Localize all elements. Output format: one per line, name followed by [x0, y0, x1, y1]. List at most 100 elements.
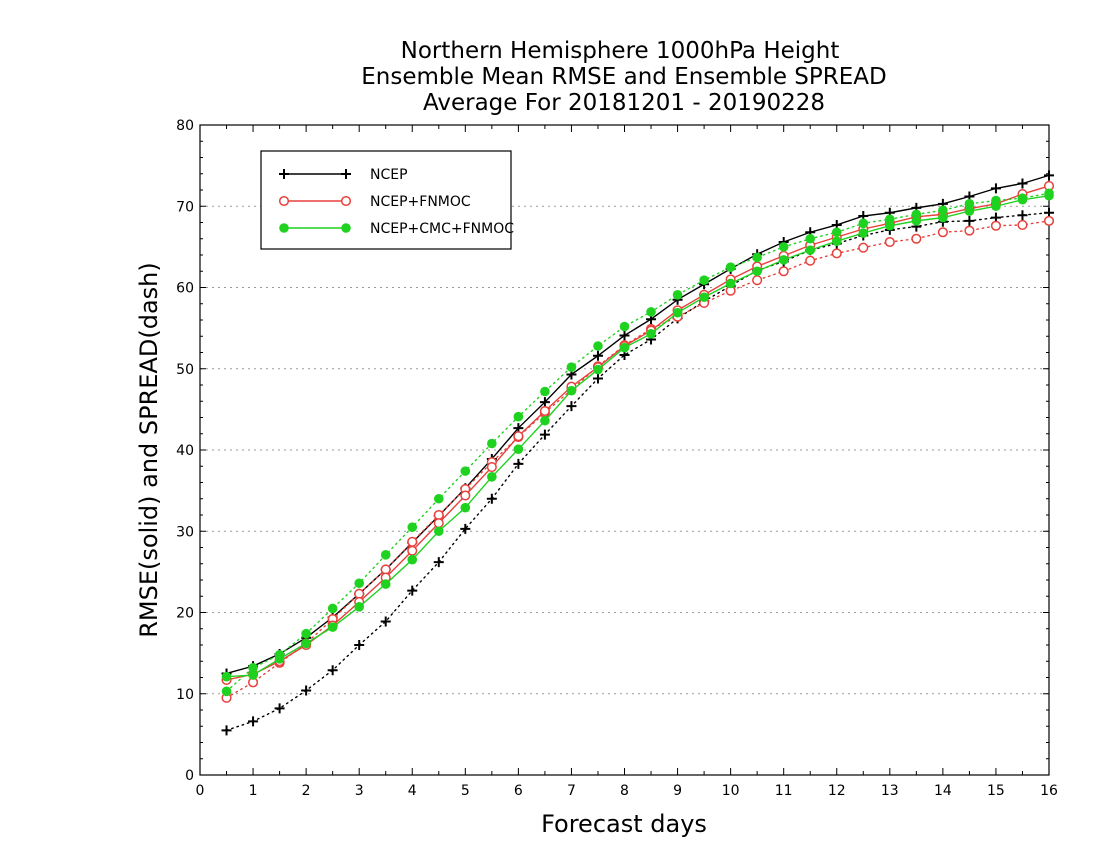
spread-point — [964, 225, 975, 236]
spread-point — [725, 262, 736, 272]
spread-line-ncep-cmc-fnmoc — [225, 192, 1050, 693]
x-tick-label: 4 — [408, 783, 417, 799]
rmse-point — [592, 350, 603, 361]
legend-box — [260, 150, 512, 250]
rmse-point — [327, 622, 338, 632]
spread-point — [460, 466, 471, 476]
legend-label-ncep-fnmoc: NCEP+FNMOC — [370, 194, 471, 210]
rmse-point — [911, 216, 922, 226]
rmse-point — [460, 502, 471, 513]
spread-line-ncep-fnmoc — [225, 220, 1050, 699]
rmse-point — [513, 444, 524, 454]
spread-point — [380, 616, 391, 627]
rmse-point — [433, 518, 444, 529]
spread-point — [699, 275, 709, 285]
spread-point — [380, 564, 391, 575]
spread-point — [221, 686, 232, 697]
rmse-point — [699, 292, 709, 303]
spread-point — [672, 290, 683, 300]
spread-point — [805, 255, 816, 266]
y-tick-label: 30 — [176, 524, 194, 540]
spread-point — [407, 585, 418, 596]
chart-title-line-3: Average For 20181201 - 20190228 — [423, 90, 825, 116]
rmse-point — [593, 364, 603, 375]
x-axis-title: Forecast days — [541, 810, 707, 838]
x-tick-label: 16 — [1040, 783, 1058, 799]
spread-point — [327, 665, 338, 676]
series-ncep-fnmoc — [221, 180, 1055, 703]
spread-point — [513, 411, 524, 422]
y-tick-label: 0 — [185, 768, 194, 784]
y-tick-label: 70 — [176, 199, 194, 215]
spread-point — [354, 578, 364, 589]
x-tick-label: 12 — [828, 783, 846, 799]
spread-point — [407, 522, 418, 532]
rmse-point — [513, 431, 524, 442]
rmse-point — [619, 342, 630, 353]
spread-point — [380, 550, 391, 560]
spread-point — [619, 321, 630, 332]
legend-marker — [279, 169, 289, 179]
legend-marker — [341, 223, 351, 233]
y-tick-label: 80 — [176, 118, 194, 134]
rmse-point — [1017, 178, 1028, 189]
legend-marker — [278, 195, 290, 207]
x-tick-label: 3 — [355, 783, 364, 799]
spread-point — [407, 536, 418, 547]
spread-point — [938, 205, 948, 216]
spread-point — [646, 307, 656, 317]
spread-point — [964, 215, 975, 226]
y-tick-label: 40 — [176, 443, 194, 459]
spread-point — [540, 386, 550, 397]
spread-point — [964, 199, 975, 209]
rmse-line-ncep-cmc-fnmoc — [226, 194, 1050, 678]
rmse-point — [1017, 194, 1028, 205]
series-ncep — [221, 170, 1054, 736]
rmse-point — [433, 526, 444, 537]
spread-point — [858, 242, 869, 253]
spread-point — [884, 236, 895, 248]
legend-label-ncep: NCEP — [370, 167, 408, 183]
spread-point — [513, 458, 524, 469]
spread-point — [486, 493, 497, 504]
spread-point — [327, 603, 338, 614]
spread-point — [752, 275, 763, 286]
rmse-point — [778, 255, 789, 265]
spread-point — [539, 429, 550, 440]
spread-point — [460, 523, 471, 534]
y-tick-label: 60 — [176, 281, 194, 297]
spread-point — [301, 685, 312, 696]
spread-point — [248, 662, 258, 673]
rmse-point — [805, 245, 816, 255]
rmse-point — [646, 329, 656, 339]
x-tick-label: 6 — [514, 783, 523, 799]
rmse-point — [991, 201, 1001, 212]
spread-point — [990, 220, 1001, 231]
x-tick-label: 8 — [620, 783, 629, 799]
legend-marker — [341, 169, 351, 179]
spread-point — [831, 248, 842, 259]
series-ncep-cmc-fnmoc — [221, 188, 1054, 697]
rmse-line-ncep — [226, 174, 1050, 675]
spread-point — [248, 716, 259, 727]
rmse-point — [858, 228, 869, 238]
rmse-point — [990, 183, 1001, 194]
spread-point — [937, 227, 948, 238]
y-tick-label: 10 — [176, 687, 194, 703]
spread-point — [566, 362, 577, 372]
x-tick-label: 14 — [934, 783, 952, 799]
rmse-point — [1044, 190, 1054, 201]
chart-title-line-2: Ensemble Mean RMSE and Ensemble SPREAD — [361, 64, 886, 90]
x-tick-label: 7 — [567, 783, 576, 799]
y-axis-title: RMSE(solid) and SPREAD(dash) — [135, 262, 163, 638]
y-tick-label: 20 — [176, 606, 194, 622]
spread-point — [911, 233, 922, 244]
x-tick-label: 11 — [775, 783, 793, 799]
rmse-point — [672, 307, 683, 318]
rmse-point — [221, 671, 232, 682]
rmse-point — [248, 670, 258, 680]
x-tick-label: 2 — [302, 783, 311, 799]
x-tick-label: 9 — [673, 783, 682, 799]
